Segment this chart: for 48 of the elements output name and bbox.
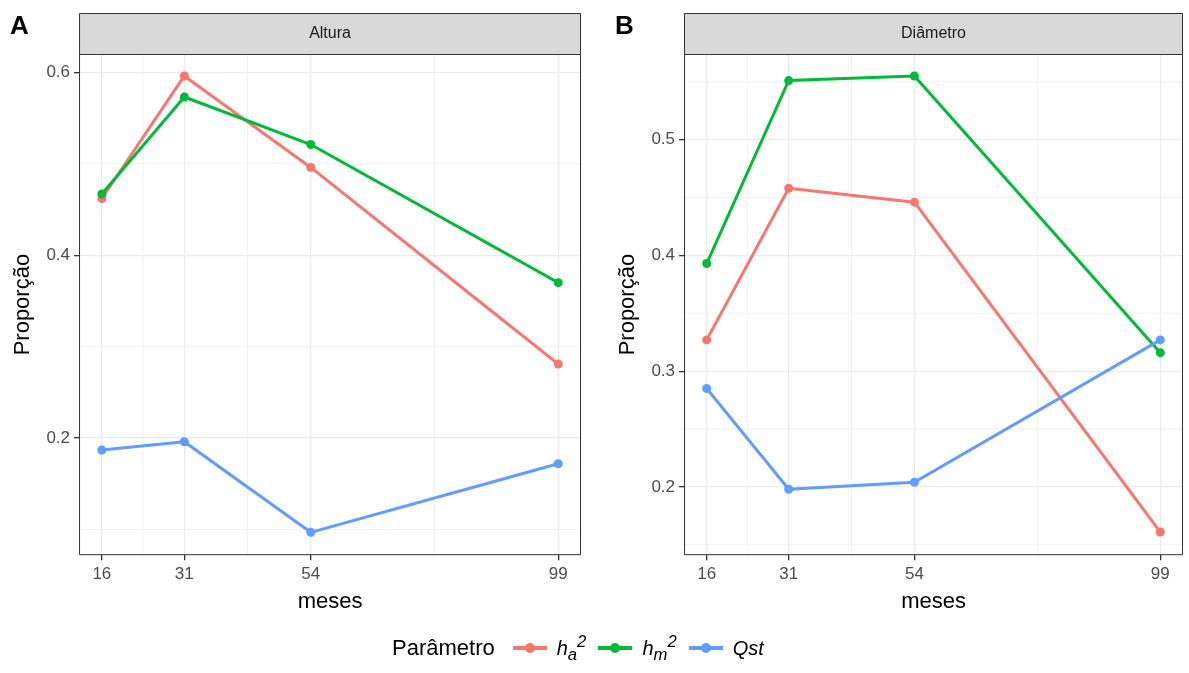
point	[553, 459, 563, 469]
y-tick-label: 0.5	[651, 129, 676, 149]
point	[1155, 348, 1165, 358]
x-axis-title: meses	[901, 587, 966, 613]
point	[306, 162, 316, 172]
point	[702, 384, 712, 394]
y-tick-label: 0.2	[46, 427, 71, 447]
x-tick-label: 99	[548, 564, 568, 584]
point	[97, 445, 107, 455]
y-tick-label: 0.4	[651, 245, 676, 265]
legend-title: Parâmetro	[392, 635, 495, 662]
chart-title: Diâmetro	[901, 24, 967, 42]
point	[909, 477, 919, 487]
y-tick-label: 0.3	[651, 360, 676, 380]
text: B	[615, 10, 634, 41]
y-axis-title: Proporção	[9, 253, 35, 356]
x-tick-label: 31	[174, 564, 194, 584]
x-tick-label: 31	[779, 564, 799, 584]
point	[702, 335, 712, 345]
y-tick-label: 0.6	[46, 61, 71, 81]
x-tick-label: 54	[904, 564, 924, 584]
point	[909, 71, 919, 81]
point	[784, 183, 794, 193]
point	[1155, 527, 1165, 537]
y-axis-title: Proporção	[614, 253, 640, 356]
point	[179, 92, 189, 102]
point	[97, 189, 107, 199]
point	[553, 278, 563, 288]
y-tick-label: 0.2	[651, 476, 676, 496]
point	[306, 140, 316, 150]
x-tick-label: 54	[301, 564, 321, 584]
point	[702, 259, 712, 269]
point	[179, 437, 189, 447]
x-axis-title: meses	[297, 587, 363, 613]
x-tick-label: 99	[1150, 564, 1170, 584]
point	[1155, 335, 1165, 345]
point	[306, 527, 316, 537]
point	[179, 71, 189, 81]
x-tick-label: 16	[697, 564, 717, 584]
text: A	[10, 10, 29, 41]
point	[784, 76, 794, 86]
chart-title: Altura	[309, 24, 352, 42]
point	[784, 484, 794, 494]
x-tick-label: 16	[92, 564, 112, 584]
y-tick-label: 0.4	[46, 244, 71, 264]
point	[553, 359, 563, 369]
legend-label: Qst	[732, 636, 764, 660]
point	[909, 197, 919, 207]
